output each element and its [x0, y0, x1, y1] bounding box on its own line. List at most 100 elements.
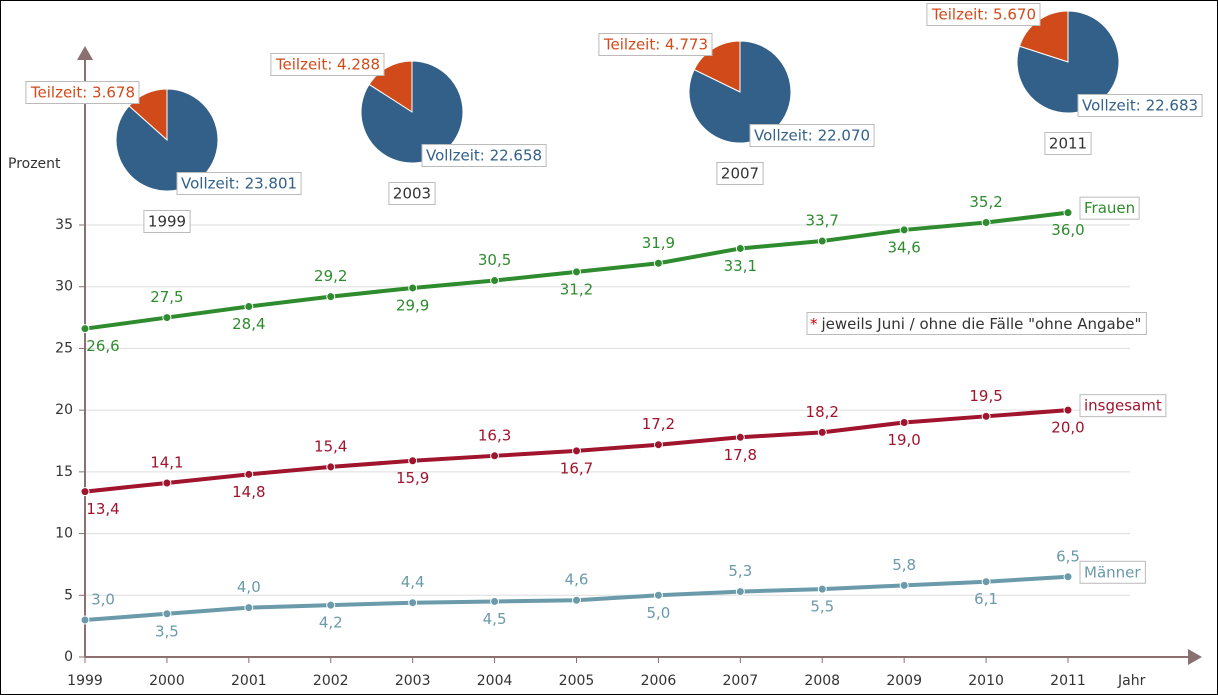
x-tick-label: 2003 [395, 673, 431, 689]
pie-label-group: Vollzeit: 22.658 [421, 144, 547, 167]
pie-label-box [926, 3, 1041, 26]
data-label: 6,1 [974, 590, 998, 608]
pie-slice [693, 40, 741, 93]
point [244, 603, 254, 613]
data-label: 15,4 [314, 437, 347, 455]
data-label: 14,8 [232, 483, 265, 501]
y-axis-arrow [77, 46, 93, 60]
legend-label-group: insgesamt [1079, 394, 1167, 418]
pie-title-box [716, 162, 764, 185]
pie-label-box [25, 81, 140, 104]
pie-title-group: 2003 [388, 182, 436, 205]
y-tick-label: 5 [64, 587, 73, 603]
point [653, 590, 663, 600]
data-label: 33,7 [806, 212, 839, 230]
pie-label: Teilzeit: 4.773 [603, 36, 708, 54]
data-label: 28,4 [232, 315, 265, 333]
x-tick-label: 2007 [723, 673, 759, 689]
point [572, 595, 581, 605]
pie-title: 2003 [393, 185, 431, 203]
data-label: 4,0 [237, 578, 261, 596]
pie-title-box [388, 182, 436, 205]
y-tick-label: 20 [55, 402, 73, 418]
data-label: 4,4 [401, 573, 425, 591]
pie-label-box [1077, 94, 1203, 117]
data-label: 13,4 [86, 500, 119, 518]
x-tick-label: 2005 [559, 673, 595, 689]
point [162, 609, 172, 619]
legend-label-group: Frauen [1079, 196, 1140, 220]
data-label: 36,0 [1051, 221, 1084, 239]
data-label: 3,0 [91, 590, 115, 608]
point [162, 313, 172, 323]
point [572, 267, 581, 277]
point [244, 301, 254, 311]
pie-label: Teilzeit: 5.670 [931, 6, 1036, 24]
data-label: 16,7 [560, 459, 593, 477]
data-label: 29,9 [396, 296, 429, 314]
point [326, 462, 336, 472]
point [981, 218, 991, 228]
pie-title-group: 1999 [143, 210, 191, 233]
pie-label-group: Vollzeit: 22.070 [749, 124, 875, 147]
point [735, 432, 745, 442]
point [490, 276, 500, 286]
pie-title: 2007 [721, 165, 759, 183]
point [80, 487, 90, 497]
pie-title: 1999 [148, 213, 186, 231]
data-label: 4,5 [483, 610, 507, 628]
point [899, 580, 909, 590]
legend-label: insgesamt [1084, 397, 1162, 415]
pie-label-box [598, 33, 713, 56]
data-label: 17,2 [642, 415, 675, 433]
data-label: 31,2 [560, 280, 593, 298]
point [80, 324, 90, 334]
pie-label-box [749, 124, 875, 147]
note-box [806, 312, 1147, 335]
x-tick-label: 2008 [804, 673, 840, 689]
point [244, 469, 254, 479]
y-tick-label: 0 [64, 649, 73, 665]
point [326, 600, 336, 610]
data-label: 5,3 [728, 562, 752, 580]
note-group: * jeweils Juni / ohne die Fälle "ohne Ang… [806, 312, 1147, 335]
point [490, 596, 500, 606]
data-label: 20,0 [1051, 419, 1084, 437]
data-label: 26,6 [86, 337, 119, 355]
point [817, 584, 827, 594]
pie-label-group: Teilzeit: 4.773 [598, 33, 713, 56]
point [1063, 572, 1073, 582]
y-tick-label: 30 [55, 279, 73, 295]
x-tick-label: 2011 [1050, 673, 1086, 689]
point [899, 225, 909, 235]
data-label: 18,2 [806, 403, 839, 421]
x-tick-label: 2002 [313, 673, 349, 689]
pie-label-box [176, 172, 302, 195]
data-label: 34,6 [887, 238, 920, 256]
point [80, 615, 90, 625]
data-label: 35,2 [969, 193, 1002, 211]
data-label: 30,5 [478, 251, 511, 269]
point [899, 417, 909, 427]
pie-label-group: Vollzeit: 23.801 [176, 172, 302, 195]
pie-label: Vollzeit: 22.658 [426, 147, 542, 165]
data-label: 4,6 [565, 571, 589, 589]
data-label: 3,5 [155, 622, 179, 640]
point [408, 598, 418, 608]
x-tick-label: 2001 [231, 673, 267, 689]
note-marker: * [810, 315, 818, 333]
pie-label-group: Teilzeit: 3.678 [25, 81, 140, 104]
y-tick-label: 25 [55, 340, 73, 356]
y-tick-label: 10 [55, 526, 73, 542]
point [981, 411, 991, 421]
legend-label-box [1079, 196, 1140, 220]
data-label: 27,5 [150, 288, 183, 306]
x-tick-label: 2006 [641, 673, 677, 689]
pie-title: 2011 [1049, 135, 1087, 153]
legend-label: Männer [1084, 563, 1141, 581]
point [408, 456, 418, 466]
x-tick-label: 2010 [968, 673, 1004, 689]
point [653, 258, 663, 268]
data-label: 17,8 [724, 446, 757, 464]
